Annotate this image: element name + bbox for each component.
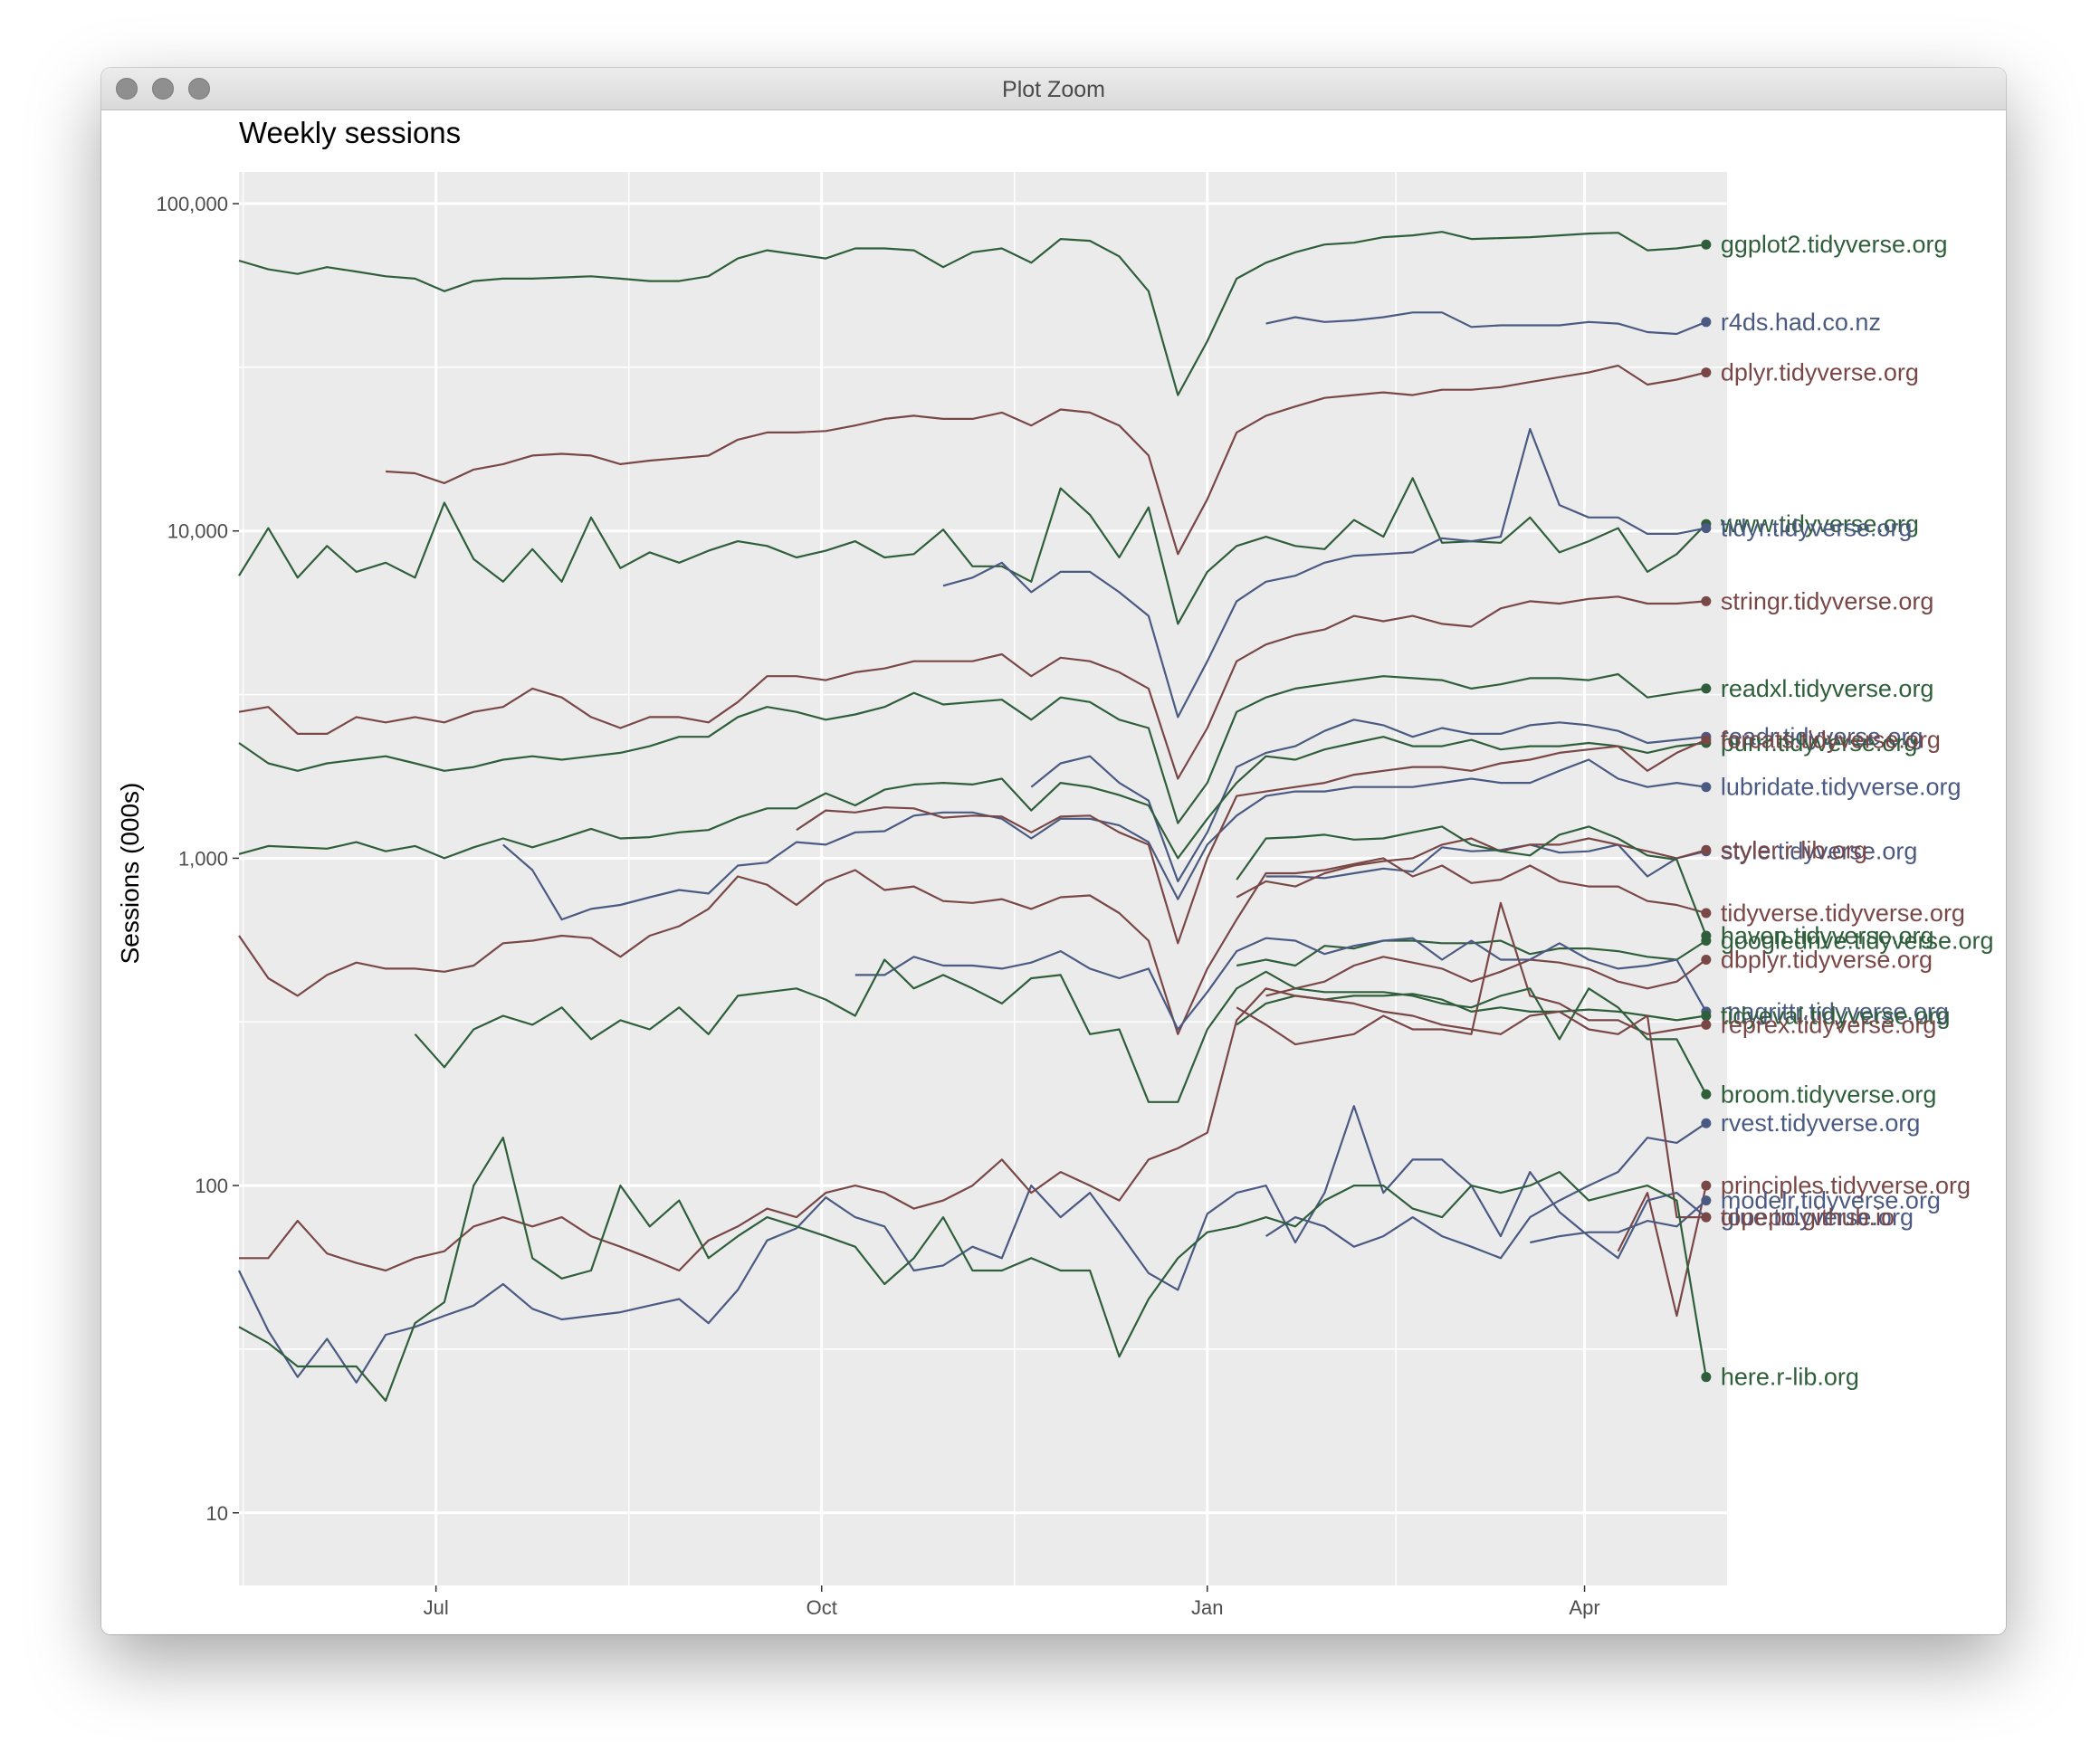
series-end-label: broom.tidyverse.org <box>1721 1080 1937 1108</box>
series-end-label: reprex.tidyverse.org <box>1721 1011 1937 1038</box>
series-end-label: dplyr.tidyverse.org <box>1721 359 1919 386</box>
series-end-point <box>1701 1089 1712 1099</box>
series-end-point <box>1701 935 1712 946</box>
series-end-label: rvest.tidyverse.org <box>1721 1109 1921 1137</box>
series-line <box>238 595 1706 780</box>
sessions-chart: Weekly sessions Sessions (000s) 10 100 1,0… <box>116 116 1994 1619</box>
series-line <box>1265 843 1707 880</box>
series-end-point <box>1701 1212 1712 1223</box>
series-line <box>796 738 1707 945</box>
series-end-label: purrr.tidyverse.org <box>1721 729 1918 757</box>
x-tick-label: Apr <box>1569 1596 1599 1619</box>
series-end-point <box>1701 1118 1712 1128</box>
plot-zoom-window: Plot Zoom Weekly sessions Sessions (000s… <box>101 68 2006 1634</box>
y-tick-label: 100,000 <box>156 193 228 215</box>
minimize-window-button[interactable] <box>152 78 174 100</box>
y-axis: 10 100 1,000 10,000 100,000 <box>156 193 239 1525</box>
gridlines <box>239 172 1727 1585</box>
series-end-point <box>1701 1372 1712 1383</box>
y-axis-label: Sessions (000s) <box>116 783 144 965</box>
series-line <box>1236 837 1707 899</box>
series-line <box>1236 901 1706 1046</box>
series-end-label: forcats.tidyverse.org <box>1721 727 1941 754</box>
series-end-label: style.tidyverse.org <box>1721 838 1918 865</box>
series-end-label: modelr.tidyverse.org <box>1721 1187 1941 1214</box>
x-tick-label: Jul <box>424 1596 449 1619</box>
series-end-point <box>1701 683 1712 694</box>
x-axis: Jul Oct Jan Apr <box>424 1585 1600 1619</box>
series-end-label: www.tidyverse.org <box>1720 510 1919 538</box>
series-line <box>238 1105 1707 1384</box>
plot-area: Weekly sessions Sessions (000s) 10 100 1,0… <box>101 110 2006 1634</box>
series-line <box>1030 719 1706 882</box>
series-end-point <box>1701 317 1712 328</box>
series-end-label: ggplot2.tidyverse.org <box>1721 231 1948 258</box>
series-end-label: stringr.tidyverse.org <box>1721 587 1934 614</box>
x-tick-label: Oct <box>807 1596 837 1619</box>
series-end-point <box>1701 595 1712 606</box>
end-labels: ggplot2.tidyverse.org r4ds.had.co.nz dplyr… <box>1701 231 1994 1391</box>
series-end-label: topepo.github.io <box>1721 1204 1895 1231</box>
window-title: Plot Zoom <box>1002 77 1105 102</box>
series-line <box>238 231 1706 396</box>
series-end-label: styler.r-lib.org <box>1721 836 1867 863</box>
series-line <box>1265 1122 1707 1260</box>
y-tick-label: 10 <box>206 1502 228 1525</box>
series-end-label: tidyeval.tidyverse.org <box>1721 1003 1951 1030</box>
y-tick-label: 100 <box>195 1175 228 1197</box>
series-line <box>238 1137 1707 1402</box>
series-end-point <box>1701 367 1712 378</box>
series-end-label: dbplyr.tidyverse.org <box>1721 946 1933 973</box>
series-line <box>414 958 1707 1103</box>
series-lines <box>238 231 1707 1402</box>
series-line <box>1236 825 1707 937</box>
series-end-label: tidyr.tidyverse.org <box>1721 515 1913 542</box>
series-end-label: readxl.tidyverse.org <box>1721 675 1934 702</box>
series-end-label: googledrive.tidyverse.org <box>1721 927 1994 954</box>
series-end-point <box>1701 1180 1712 1191</box>
series-end-label: lubridate.tidyverse.org <box>1721 774 1962 801</box>
series-line <box>238 736 1706 860</box>
series-end-point <box>1701 782 1712 793</box>
series-end-point <box>1701 735 1712 746</box>
series-end-point <box>1701 523 1712 534</box>
series-line <box>942 427 1707 719</box>
series-line <box>502 758 1706 921</box>
chart-title: Weekly sessions <box>239 116 461 149</box>
series-end-label: tidyverse.tidyverse.org <box>1721 900 1965 927</box>
window-titlebar[interactable]: Plot Zoom <box>101 68 2006 110</box>
series-line <box>1265 311 1707 336</box>
series-line <box>386 364 1707 556</box>
y-tick-label: 1,000 <box>178 847 228 870</box>
y-tick-label: 10,000 <box>167 520 228 543</box>
series-end-point <box>1701 844 1712 855</box>
series-line <box>1617 1185 1707 1318</box>
series-line <box>1530 1199 1707 1244</box>
series-line <box>1265 956 1707 997</box>
series-end-label: principles.tidyverse.org <box>1721 1172 1971 1199</box>
series-line <box>239 987 1706 1272</box>
series-end-label: magrittr.tidyverse.org <box>1721 998 1949 1025</box>
series-line <box>238 672 1706 824</box>
series-end-label: r4ds.had.co.nz <box>1721 309 1881 336</box>
series-end-point <box>1701 954 1712 965</box>
series-end-point <box>1701 1011 1712 1022</box>
series-line <box>1236 939 1707 967</box>
series-line <box>238 477 1707 625</box>
series-line <box>854 937 1707 1031</box>
series-end-label: haven.tidyverse.org <box>1721 922 1934 949</box>
series-end-point <box>1701 1019 1712 1030</box>
x-tick-label: Jan <box>1191 1596 1223 1619</box>
series-end-label: glue.tidyverse.org <box>1721 1204 1914 1231</box>
series-end-point <box>1701 239 1712 250</box>
close-window-button[interactable] <box>116 78 138 100</box>
series-end-label: here.r-lib.org <box>1721 1364 1859 1391</box>
series-line <box>238 857 1707 1035</box>
series-end-label: readr.tidyverse.org <box>1721 723 1923 750</box>
zoom-window-button[interactable] <box>188 78 210 100</box>
series-end-point <box>1701 908 1712 919</box>
series-end-point <box>1701 1195 1712 1206</box>
